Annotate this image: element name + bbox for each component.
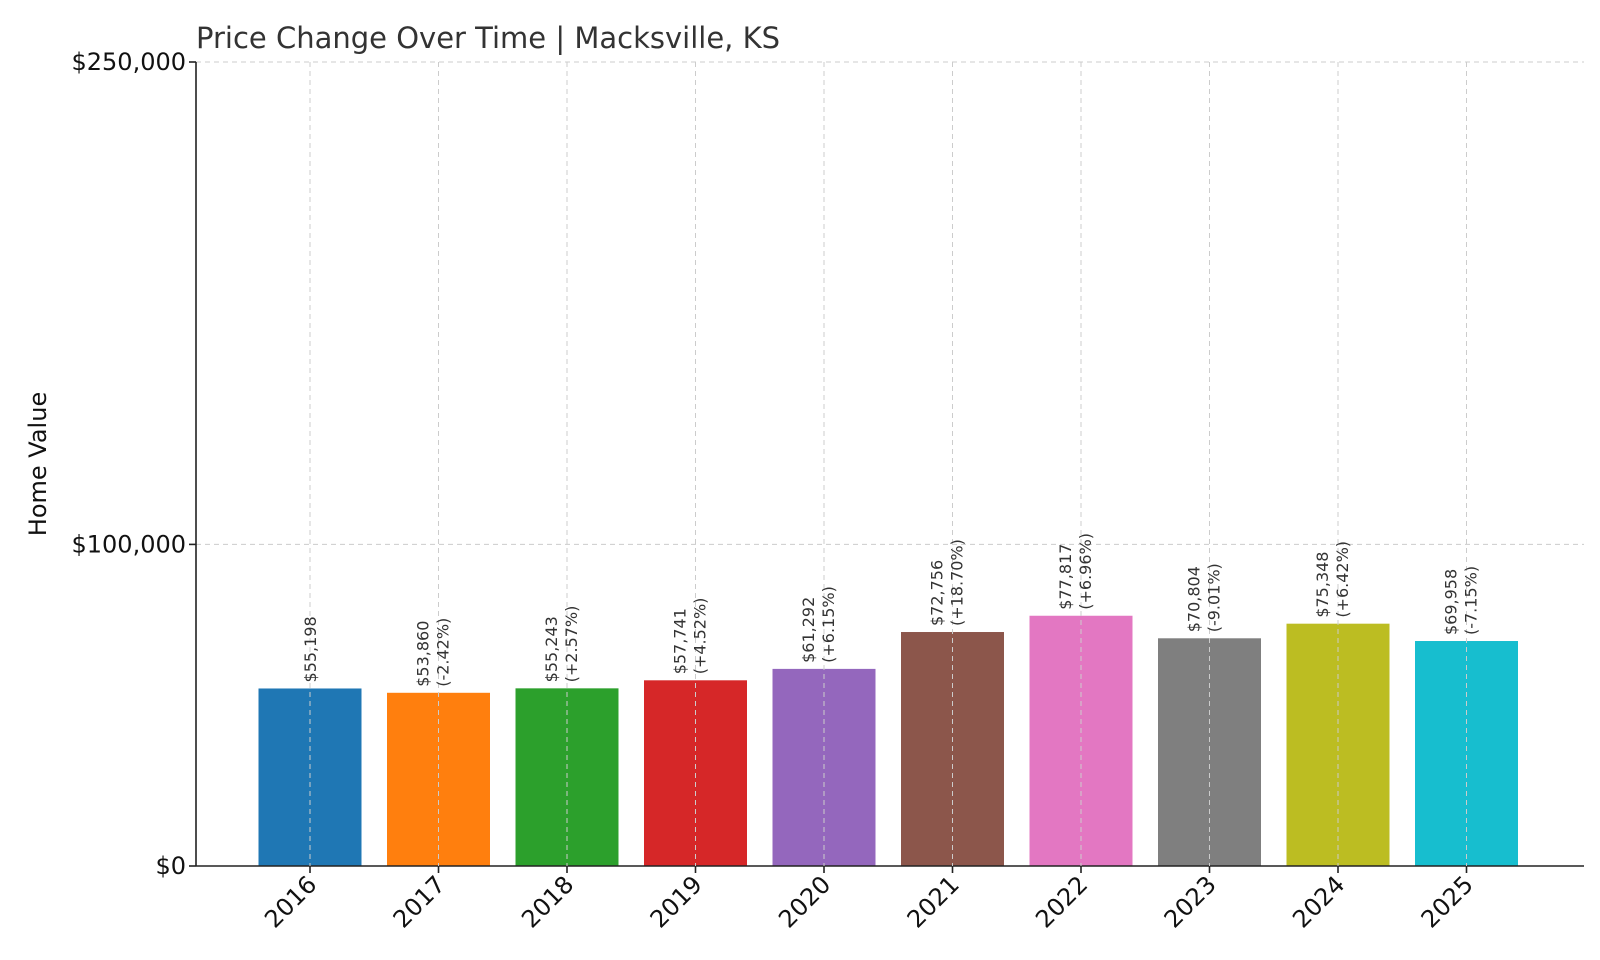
y-tick-label: $100,000 xyxy=(71,530,186,558)
change-label-2019: (+4.52%) xyxy=(691,598,710,675)
y-tick-label: $250,000 xyxy=(71,48,186,76)
change-label-2017: (-2.42%) xyxy=(434,618,453,687)
value-label-2023: $70,804 xyxy=(1185,566,1204,632)
y-axis-label: Home Value xyxy=(24,392,52,536)
x-tick-label-2024: 2024 xyxy=(1287,870,1350,933)
x-tick-label-2025: 2025 xyxy=(1416,870,1479,933)
x-tick-label-2016: 2016 xyxy=(259,870,322,933)
x-tick-label-2023: 2023 xyxy=(1159,870,1222,933)
value-label-2017: $53,860 xyxy=(414,621,433,687)
change-label-2021: (+18.70%) xyxy=(948,539,967,626)
value-label-2021: $72,756 xyxy=(928,560,947,626)
chart-title: Price Change Over Time | Macksville, KS xyxy=(196,21,780,55)
change-label-2023: (-9.01%) xyxy=(1205,563,1224,632)
x-tick-label-2021: 2021 xyxy=(902,870,965,933)
x-tick-label-2019: 2019 xyxy=(645,870,708,933)
bar-2024 xyxy=(1286,623,1390,866)
value-label-2022: $77,817 xyxy=(1056,544,1075,610)
value-label-2018: $55,243 xyxy=(542,616,561,682)
x-tick-label-2017: 2017 xyxy=(388,870,451,933)
value-label-2020: $61,292 xyxy=(799,597,818,663)
change-label-2022: (+6.96%) xyxy=(1076,533,1095,610)
data-labels: $55,198 $53,860 (-2.42%) $55,243 (+2.57%) $57… xyxy=(301,62,1481,866)
x-tick-label-2020: 2020 xyxy=(773,870,836,933)
x-tick-label-2022: 2022 xyxy=(1030,870,1093,933)
change-label-2018: (+2.57%) xyxy=(562,606,581,683)
value-label-2025: $69,958 xyxy=(1442,569,1461,635)
change-label-2020: (+6.15%) xyxy=(819,586,838,663)
change-label-2025: (-7.15%) xyxy=(1462,566,1481,635)
value-label-2019: $57,741 xyxy=(671,608,690,674)
y-tick-label: $0 xyxy=(155,852,186,880)
change-label-2024: (+6.42%) xyxy=(1333,541,1352,618)
value-label-2024: $75,348 xyxy=(1313,552,1332,618)
x-tick-label-2018: 2018 xyxy=(516,870,579,933)
value-label-2016: $55,198 xyxy=(301,616,320,682)
